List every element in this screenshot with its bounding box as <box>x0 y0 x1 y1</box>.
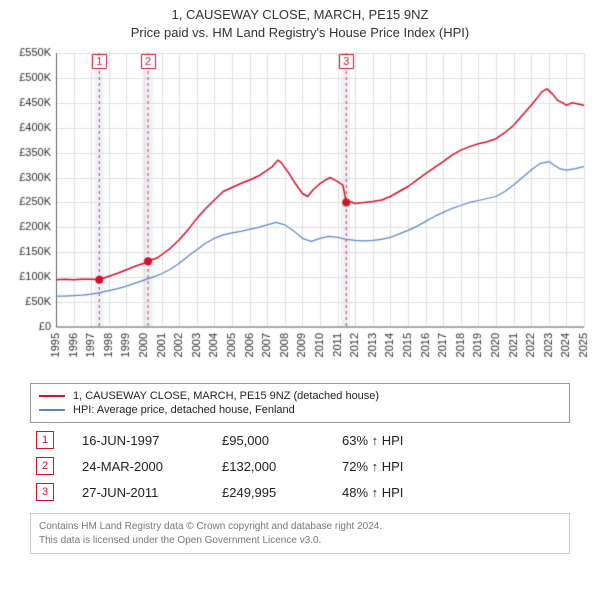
transaction-price: £249,995 <box>222 485 342 500</box>
transaction-hpi: 48% ↑ HPI <box>342 485 403 500</box>
footer-line-copyright: Contains HM Land Registry data © Crown c… <box>39 520 561 534</box>
legend-entry: 1, CAUSEWAY CLOSE, MARCH, PE15 9NZ (deta… <box>39 389 561 403</box>
title-block: 1, CAUSEWAY CLOSE, MARCH, PE15 9NZ Price… <box>0 0 600 43</box>
legend-label: 1, CAUSEWAY CLOSE, MARCH, PE15 9NZ (deta… <box>73 390 379 402</box>
price-chart-canvas <box>8 47 592 377</box>
title-address: 1, CAUSEWAY CLOSE, MARCH, PE15 9NZ <box>0 6 600 24</box>
transaction-date: 24-MAR-2000 <box>82 459 222 474</box>
transaction-row: 1 16-JUN-1997£95,00063% ↑ HPI <box>30 427 570 453</box>
transaction-hpi: 63% ↑ HPI <box>342 433 403 448</box>
attribution-footer: Contains HM Land Registry data © Crown c… <box>30 513 570 554</box>
legend-swatch <box>39 395 65 397</box>
transaction-badge: 1 <box>36 431 54 449</box>
transaction-date: 16-JUN-1997 <box>82 433 222 448</box>
legend-swatch <box>39 409 65 411</box>
transaction-badge: 2 <box>36 457 54 475</box>
transaction-date: 27-JUN-2011 <box>82 485 222 500</box>
chart-area <box>8 47 592 377</box>
legend-entry: HPI: Average price, detached house, Fenl… <box>39 403 561 417</box>
footer-line-licence: This data is licensed under the Open Gov… <box>39 534 561 548</box>
transaction-badge: 3 <box>36 483 54 501</box>
transaction-row: 2 24-MAR-2000£132,00072% ↑ HPI <box>30 453 570 479</box>
transaction-hpi: 72% ↑ HPI <box>342 459 403 474</box>
transaction-row: 3 27-JUN-2011£249,99548% ↑ HPI <box>30 479 570 505</box>
legend-box: 1, CAUSEWAY CLOSE, MARCH, PE15 9NZ (deta… <box>30 383 570 423</box>
legend-label: HPI: Average price, detached house, Fenl… <box>73 404 295 416</box>
transactions-list: 1 16-JUN-1997£95,00063% ↑ HPI 2 24-MAR-2000… <box>30 427 570 505</box>
transaction-price: £95,000 <box>222 433 342 448</box>
title-subtitle: Price paid vs. HM Land Registry's House … <box>0 24 600 42</box>
page-root: 1, CAUSEWAY CLOSE, MARCH, PE15 9NZ Price… <box>0 0 600 554</box>
transaction-price: £132,000 <box>222 459 342 474</box>
